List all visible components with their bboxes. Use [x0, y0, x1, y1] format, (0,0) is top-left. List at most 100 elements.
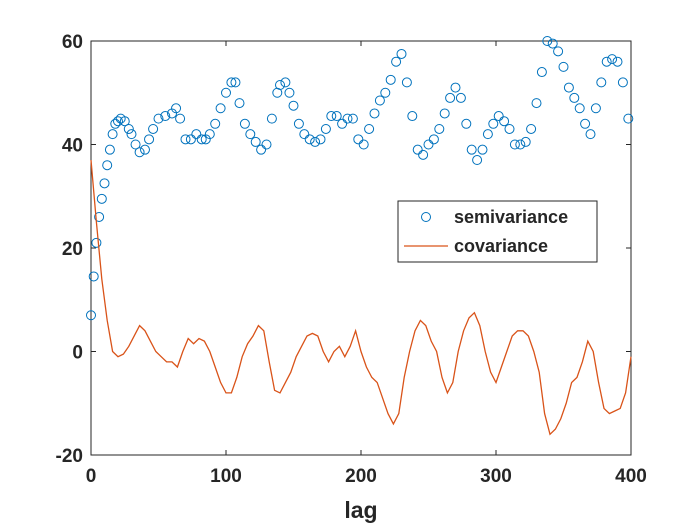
y-tick-label: 20 [62, 239, 83, 260]
legend-label: covariance [454, 236, 548, 256]
marker [234, 98, 245, 109]
marker [520, 136, 531, 147]
marker [171, 103, 182, 114]
marker [250, 136, 261, 147]
marker [130, 139, 141, 150]
marker [256, 144, 267, 155]
marker [580, 118, 591, 129]
legend-marker [421, 212, 431, 222]
marker [261, 139, 272, 150]
marker [585, 129, 596, 140]
x-tick-label: 400 [615, 466, 647, 487]
x-axis-label: lag [344, 497, 377, 523]
x-tick-label: 200 [345, 466, 377, 487]
marker [215, 103, 226, 114]
marker [461, 118, 472, 129]
marker [284, 87, 295, 98]
marker [439, 108, 450, 119]
marker [574, 103, 585, 114]
marker [204, 129, 215, 140]
marker [623, 113, 634, 124]
marker [191, 129, 202, 140]
marker [477, 144, 488, 155]
marker [293, 118, 304, 129]
marker [466, 144, 477, 155]
marker [299, 129, 310, 140]
legend-label: semivariance [454, 207, 568, 227]
marker [275, 79, 285, 90]
y-tick-label: 40 [62, 136, 83, 157]
marker [320, 123, 331, 134]
marker [153, 113, 164, 124]
marker [434, 123, 445, 134]
marker [280, 77, 291, 88]
marker [94, 211, 105, 222]
marker [396, 48, 407, 59]
marker [337, 118, 348, 129]
marker [391, 56, 402, 67]
marker [113, 116, 123, 127]
marker [91, 237, 102, 248]
marker [110, 118, 121, 129]
marker [245, 129, 256, 140]
marker [119, 116, 130, 127]
marker [134, 147, 145, 158]
marker [536, 67, 547, 78]
marker [601, 56, 612, 67]
y-tick-label: 60 [62, 32, 83, 53]
marker [596, 77, 607, 88]
marker [140, 144, 150, 155]
marker [210, 118, 221, 129]
marker [331, 111, 342, 122]
marker [102, 160, 113, 171]
marker [569, 92, 580, 103]
marker [617, 77, 628, 88]
marker [96, 193, 107, 204]
marker [315, 134, 326, 145]
marker [160, 111, 171, 122]
marker [266, 113, 277, 124]
marker [123, 123, 134, 134]
marker [401, 77, 412, 88]
line [90, 159, 632, 436]
marker [126, 129, 137, 140]
marker [99, 178, 110, 189]
y-tick-label: -20 [56, 446, 83, 467]
marker [347, 113, 358, 124]
marker [488, 118, 499, 129]
marker [230, 77, 241, 88]
marker [88, 271, 99, 282]
marker [455, 92, 466, 103]
x-tick-label: 300 [480, 466, 512, 487]
marker [364, 123, 375, 134]
marker [221, 87, 231, 98]
marker [342, 113, 353, 124]
x-tick-label: 100 [210, 466, 242, 487]
marker [547, 38, 558, 49]
marker [450, 82, 461, 93]
marker [407, 111, 418, 122]
marker [472, 155, 483, 166]
marker [504, 123, 515, 134]
marker [428, 134, 439, 145]
marker [288, 100, 299, 111]
marker [423, 139, 434, 150]
marker [374, 95, 385, 106]
marker [607, 54, 618, 65]
marker [239, 118, 250, 129]
marker [104, 144, 115, 155]
marker [385, 74, 396, 85]
marker [493, 111, 504, 122]
marker [542, 36, 553, 46]
marker [553, 46, 564, 57]
marker [531, 98, 542, 109]
marker [107, 129, 118, 140]
marker [353, 134, 364, 145]
marker [590, 103, 601, 114]
marker [144, 134, 155, 145]
marker [326, 111, 337, 122]
marker [445, 92, 456, 103]
marker [304, 134, 315, 145]
marker [563, 82, 574, 93]
